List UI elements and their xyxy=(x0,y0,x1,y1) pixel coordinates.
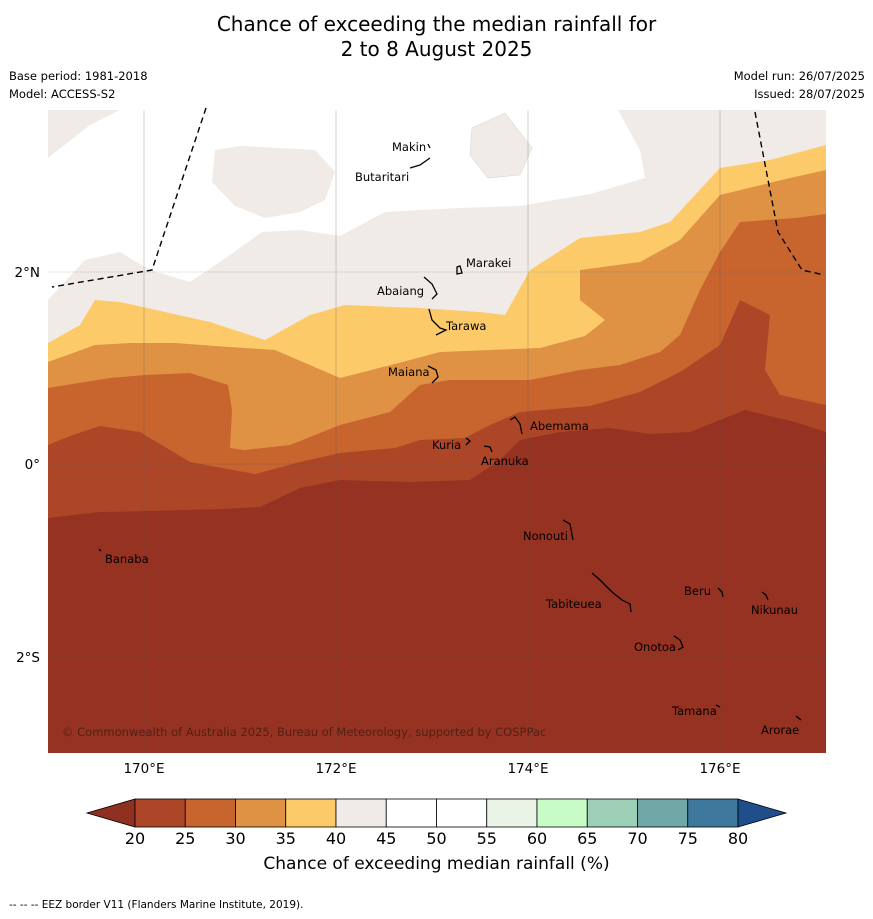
label-abaiang: Abaiang xyxy=(377,284,424,298)
label-nonouti: Nonouti xyxy=(523,529,568,543)
island-arorae xyxy=(795,715,802,721)
label-butaritari: Butaritari xyxy=(355,170,409,184)
xtick-172: 172°E xyxy=(315,761,356,777)
island-tabiteuea xyxy=(591,572,632,613)
label-nikunau: Nikunau xyxy=(751,603,798,617)
colorbar-tick-label: 25 xyxy=(175,829,195,848)
colorbar-box xyxy=(486,798,538,828)
island-marakei xyxy=(456,265,463,275)
ytick-2n: 2°N xyxy=(15,265,40,281)
label-abemama: Abemama xyxy=(530,419,589,433)
label-onotoa: Onotoa xyxy=(634,640,676,654)
island-onotoa xyxy=(673,635,684,651)
rainfall-bands xyxy=(48,110,826,753)
footer-note: -- -- -- EEZ border V11 (Flanders Marine… xyxy=(9,899,304,911)
eez-borders xyxy=(51,107,825,288)
colorbar-tick-label: 40 xyxy=(326,829,346,848)
island-aranuka xyxy=(483,445,493,453)
islands xyxy=(98,143,802,721)
island-nikunau xyxy=(761,591,769,601)
colorbar-tick-label: 65 xyxy=(577,829,597,848)
colorbar-label: Chance of exceeding median rainfall (%) xyxy=(263,854,610,874)
colorbar-tick-label: 45 xyxy=(376,829,396,848)
colorbar-box xyxy=(536,798,588,828)
ytick-0: 0° xyxy=(25,457,40,473)
eez-line-east xyxy=(754,111,825,276)
label-tarawa: Tarawa xyxy=(445,319,486,333)
island-kuria xyxy=(465,437,471,446)
place-labels: Makin Butaritari Marakei Abaiang Tarawa … xyxy=(105,140,799,737)
label-marakei: Marakei xyxy=(466,256,511,270)
colorbar-tick-label: 80 xyxy=(728,829,748,848)
island-makin xyxy=(427,143,431,149)
ytick-2s: 2°S xyxy=(16,650,40,666)
island-beru xyxy=(717,587,724,598)
colorbar-tick-label: 50 xyxy=(426,829,446,848)
label-maiana: Maiana xyxy=(388,365,430,379)
colorbar-box xyxy=(335,798,387,828)
colorbar-tick-label: 55 xyxy=(477,829,497,848)
issued-date: Issued: 28/07/2025 xyxy=(754,87,865,101)
colorbar-tick-label: 35 xyxy=(276,829,296,848)
colorbar-ticks: 20 25 30 35 40 45 50 55 60 65 70 75 80 xyxy=(125,829,748,848)
base-period: Base period: 1981-2018 xyxy=(9,69,148,83)
label-kuria: Kuria xyxy=(432,438,461,452)
colorbar-tick-label: 70 xyxy=(627,829,647,848)
island-banaba xyxy=(98,548,102,552)
colorbar-box xyxy=(586,798,638,828)
label-tamana: Tamana xyxy=(671,704,717,718)
colorbar-tick-label: 75 xyxy=(678,829,698,848)
island-butaritari xyxy=(409,157,431,169)
label-aranuka: Aranuka xyxy=(481,454,529,468)
colorbar-under-arrow xyxy=(85,798,136,828)
y-axis-labels: 2°N 0° 2°S xyxy=(15,265,40,666)
map-title: Chance of exceeding the median rainfall … xyxy=(0,12,873,62)
label-makin: Makin xyxy=(392,140,426,154)
colorbar-box xyxy=(134,798,186,828)
colorbar: 20 25 30 35 40 45 50 55 60 65 70 75 80 xyxy=(85,798,788,848)
xtick-170: 170°E xyxy=(123,761,164,777)
meta-right: Model run: 26/07/2025 Issued: 28/07/2025 xyxy=(734,67,865,103)
grid xyxy=(48,110,826,753)
band-40-45-island-north xyxy=(212,146,335,218)
colorbar-box xyxy=(385,798,437,828)
island-abemama xyxy=(509,416,523,435)
colorbar-box xyxy=(184,798,236,828)
label-tabiteuea: Tabiteuea xyxy=(545,597,602,611)
island-maiana xyxy=(427,365,439,384)
colorbar-box xyxy=(637,798,689,828)
island-tamana xyxy=(715,704,721,708)
colorbar-box xyxy=(235,798,287,828)
x-axis-labels: 170°E 172°E 174°E 176°E xyxy=(123,761,740,777)
island-tarawa xyxy=(428,308,448,336)
band-40-45-island-east xyxy=(469,112,533,179)
colorbar-tick-label: 60 xyxy=(527,829,547,848)
label-banaba: Banaba xyxy=(105,552,149,566)
copyright-notice: © Commonwealth of Australia 2025, Bureau… xyxy=(62,725,546,739)
eez-line-west xyxy=(51,107,207,288)
colorbar-box xyxy=(436,798,488,828)
xtick-174: 174°E xyxy=(507,761,548,777)
xtick-176: 176°E xyxy=(699,761,740,777)
meta-left: Base period: 1981-2018 Model: ACCESS-S2 xyxy=(9,67,148,103)
title-line-2: 2 to 8 August 2025 xyxy=(340,37,533,61)
title-line-1: Chance of exceeding the median rainfall … xyxy=(216,12,657,36)
colorbar-tick-label: 20 xyxy=(125,829,145,848)
band-40-45-top-left xyxy=(48,110,120,158)
model-run: Model run: 26/07/2025 xyxy=(733,69,865,83)
colorbar-boxes xyxy=(85,798,788,828)
band-below-20 xyxy=(48,410,826,753)
label-arorae: Arorae xyxy=(761,723,799,737)
colorbar-box xyxy=(285,798,337,828)
island-nonouti xyxy=(562,519,574,541)
label-beru: Beru xyxy=(684,584,711,598)
model-name: Model: ACCESS-S2 xyxy=(9,87,116,101)
colorbar-tick-label: 30 xyxy=(225,829,245,848)
island-abaiang xyxy=(423,276,438,300)
colorbar-box xyxy=(687,798,739,828)
colorbar-over-arrow xyxy=(737,798,788,828)
